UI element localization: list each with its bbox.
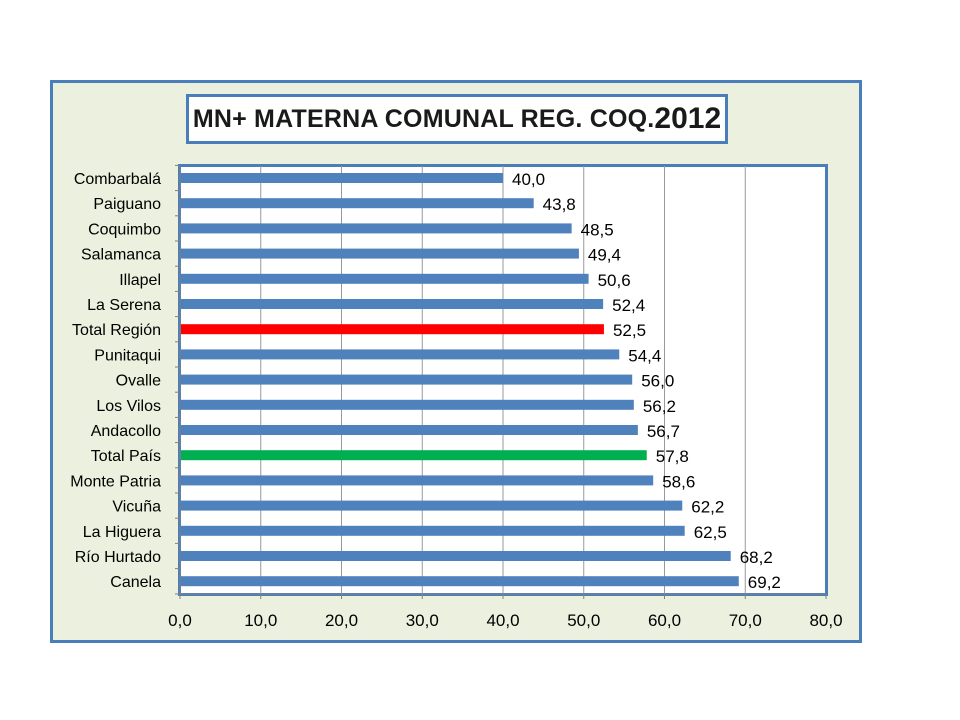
bar (181, 299, 604, 309)
bar (181, 248, 579, 259)
bar (181, 450, 647, 461)
bar (181, 273, 589, 284)
data-label: 54,4 (628, 346, 661, 365)
data-label: 56,2 (643, 397, 676, 416)
bar (181, 374, 633, 385)
bar (181, 551, 731, 561)
data-label: 69,2 (748, 573, 781, 592)
data-label: 50,6 (598, 271, 631, 290)
x-tick-label: 10,0 (244, 611, 277, 630)
data-label: 52,4 (612, 296, 645, 315)
bar (181, 399, 634, 410)
data-label: 62,2 (691, 498, 724, 517)
category-label: La Serena (87, 297, 161, 314)
data-label: 49,4 (588, 246, 621, 265)
x-tick-label: 60,0 (648, 611, 681, 630)
bar (181, 576, 739, 587)
data-label: 48,5 (581, 220, 614, 239)
category-label: Illapel (119, 272, 161, 289)
category-label: Andacollo (91, 423, 161, 440)
data-label: 52,5 (613, 321, 646, 340)
data-label: 56,7 (647, 422, 680, 441)
bar (181, 198, 534, 209)
category-label: Monte Patria (70, 473, 161, 490)
category-label: La Higuera (83, 524, 161, 541)
x-tick-label: 0,0 (168, 611, 192, 630)
chart-title: MN+ MATERNA COMUNAL REG. COQ. 2012 (186, 94, 728, 144)
bar (181, 223, 572, 234)
data-label: 68,2 (740, 548, 773, 567)
data-label: 58,6 (662, 472, 695, 491)
data-label: 40,0 (512, 170, 545, 189)
data-label: 62,5 (694, 523, 727, 542)
category-label: Total País (91, 448, 161, 465)
category-label: Combarbalá (74, 171, 161, 188)
x-tick-label: 40,0 (486, 611, 519, 630)
category-label: Total Región (72, 322, 161, 339)
data-label: 43,8 (543, 195, 576, 214)
bar (181, 475, 654, 486)
bar (181, 425, 638, 435)
bar (181, 525, 685, 536)
category-label: Punitaqui (94, 347, 161, 364)
category-label: Vicuña (112, 499, 161, 516)
x-tick-label: 50,0 (567, 611, 600, 630)
category-label: Canela (110, 574, 161, 591)
bar (181, 324, 604, 335)
category-label: Salamanca (81, 247, 161, 264)
category-label: Paiguano (93, 196, 161, 213)
data-label: 56,0 (641, 372, 674, 391)
data-label: 57,8 (656, 447, 689, 466)
category-label: Río Hurtado (75, 549, 161, 566)
bar (181, 349, 620, 360)
x-tick-label: 30,0 (406, 611, 439, 630)
category-label: Coquimbo (88, 221, 161, 238)
chart-title-year: 2012 (654, 102, 722, 135)
chart-title-main: MN+ MATERNA COMUNAL REG. COQ. (192, 104, 655, 133)
category-label: Ovalle (116, 373, 161, 390)
x-tick-label: 80,0 (809, 611, 842, 630)
x-tick-label: 70,0 (729, 611, 762, 630)
x-tick-label: 20,0 (325, 611, 358, 630)
bar (181, 500, 683, 511)
bar (181, 173, 503, 183)
category-label: Los Vilos (96, 398, 161, 415)
